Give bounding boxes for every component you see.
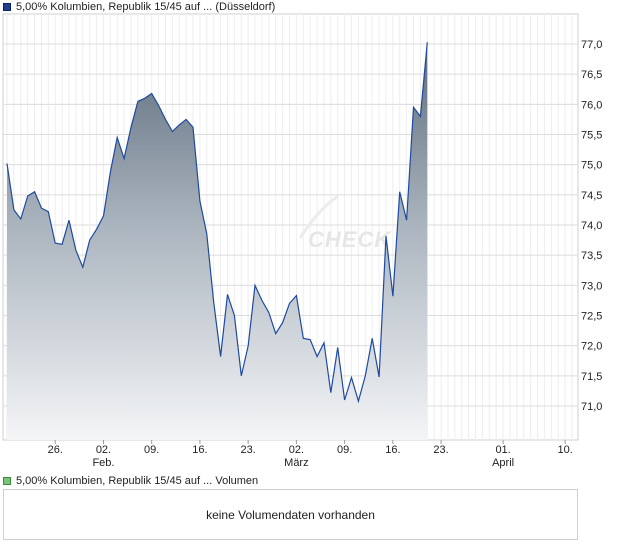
price-line (6, 42, 428, 404)
y-tick-label: 72,0 (581, 341, 602, 353)
price-legend-swatch (3, 3, 11, 11)
y-tick-label: 74,5 (581, 190, 602, 202)
y-tick-label: 72,5 (581, 311, 602, 323)
x-tick-label: 16. (385, 444, 400, 456)
y-tick-label: 76,5 (581, 69, 602, 81)
x-tick-label: 23. (433, 444, 448, 456)
watermark: CHECK (298, 194, 392, 252)
y-tick-label: 73,0 (581, 280, 602, 292)
x-tick-month-label: März (284, 457, 308, 469)
x-tick-label: 01. (495, 444, 510, 456)
x-tick-month-label: April (492, 457, 514, 469)
x-tick-label: 23. (241, 444, 256, 456)
watermark-text: CHECK (308, 227, 392, 252)
price-legend-label: 5,00% Kolumbien, Republik 15/45 auf ... … (16, 1, 276, 13)
y-tick-label: 74,0 (581, 220, 602, 232)
y-tick-label: 73,5 (581, 250, 602, 262)
x-tick-month-label: Feb. (92, 457, 114, 469)
y-tick-label: 71,0 (581, 401, 602, 413)
x-tick-label: 09. (337, 444, 352, 456)
x-tick-label: 09. (144, 444, 159, 456)
x-tick-label: 26. (48, 444, 63, 456)
y-tick-label: 77,0 (581, 39, 602, 51)
volume-legend-label: 5,00% Kolumbien, Republik 15/45 auf ... … (16, 475, 259, 487)
volume-legend: 5,00% Kolumbien, Republik 15/45 auf ... … (3, 474, 258, 488)
y-axis-labels: 77,0 76,5 76,0 75,5 75,0 74,5 74,0 73,5 73,0 72,5… (581, 39, 602, 413)
volume-legend-swatch (3, 477, 11, 485)
y-tick-label: 76,0 (581, 99, 602, 111)
y-tick-label: 75,5 (581, 130, 602, 142)
x-tick-label: 16. (192, 444, 207, 456)
price-legend: 5,00% Kolumbien, Republik 15/45 auf ... … (3, 0, 275, 14)
x-tick-label: 02. (289, 444, 304, 456)
x-tick-label: 02. (96, 444, 111, 456)
volume-panel: keine Volumendaten vorhanden (3, 489, 578, 540)
y-tick-label: 75,0 (581, 160, 602, 172)
y-tick-label: 71,5 (581, 371, 602, 383)
volume-empty-message: keine Volumendaten vorhanden (206, 507, 375, 522)
price-chart: CHECK 77,0 76,5 76,0 75,5 75,0 74,5 74,0 73,5 73… (2, 13, 602, 469)
x-tick-label: 10. (557, 444, 572, 456)
price-area (7, 42, 428, 440)
